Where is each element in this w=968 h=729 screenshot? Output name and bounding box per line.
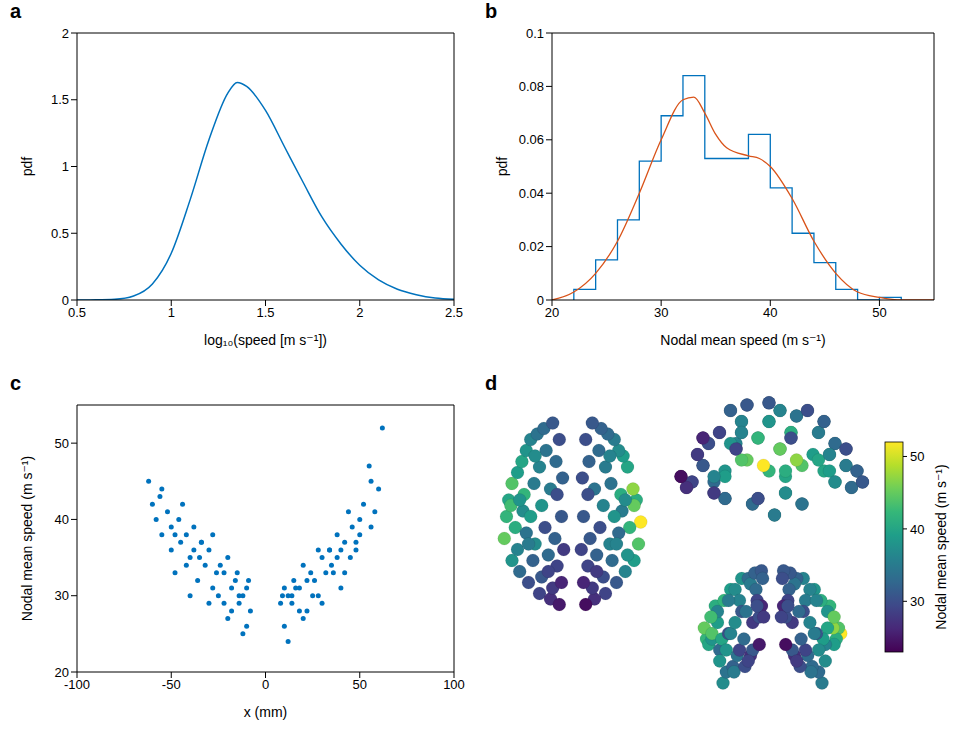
svg-text:-50: -50: [162, 677, 181, 692]
svg-text:50: 50: [55, 436, 69, 451]
svg-text:40: 40: [55, 512, 69, 527]
svg-text:30: 30: [654, 305, 668, 320]
html-text:a: a: [10, 0, 22, 22]
svg-text:2: 2: [62, 26, 69, 41]
svg-text:1: 1: [62, 159, 69, 174]
svg-text:40: 40: [910, 522, 924, 537]
svg-text:0.04: 0.04: [519, 186, 544, 201]
svg-text:0: 0: [62, 293, 69, 308]
svg-text:x (mm): x (mm): [244, 704, 288, 720]
svg-text:0.5: 0.5: [68, 305, 86, 320]
svg-text:30: 30: [910, 594, 924, 609]
svg-text:1.5: 1.5: [51, 92, 69, 107]
html-text:c: c: [10, 372, 22, 394]
html-text:b: b: [485, 0, 498, 22]
svg-text:40: 40: [763, 305, 777, 320]
svg-text:0: 0: [262, 677, 269, 692]
svg-text:50: 50: [872, 305, 886, 320]
svg-text:50: 50: [910, 449, 924, 464]
svg-text:Nodal mean speed (m s⁻¹): Nodal mean speed (m s⁻¹): [933, 464, 949, 629]
svg-text:Nodal mean speed (m s⁻¹): Nodal mean speed (m s⁻¹): [19, 456, 35, 621]
svg-text:pdf: pdf: [494, 157, 510, 177]
svg-text:-100: -100: [64, 677, 90, 693]
svg-text:100: 100: [443, 677, 465, 692]
svg-text:2.5: 2.5: [445, 305, 463, 320]
svg-text:1: 1: [168, 305, 175, 320]
svg-text:0.08: 0.08: [519, 79, 544, 94]
svg-text:50: 50: [353, 677, 367, 692]
svg-text:30: 30: [55, 588, 69, 603]
svg-text:2: 2: [356, 305, 363, 320]
svg-text:0: 0: [537, 293, 544, 308]
svg-text:pdf: pdf: [19, 157, 35, 177]
svg-text:0.5: 0.5: [51, 226, 69, 241]
svg-text:0.1: 0.1: [526, 26, 544, 41]
svg-text:Nodal mean speed (m s⁻¹): Nodal mean speed (m s⁻¹): [660, 332, 825, 348]
svg-text:20: 20: [545, 305, 559, 320]
svg-text:20: 20: [55, 665, 69, 680]
html-text:d: d: [485, 372, 498, 394]
svg-text:log₁₀(speed [m s⁻¹]): log₁₀(speed [m s⁻¹]): [204, 332, 327, 348]
svg-text:1.5: 1.5: [256, 305, 274, 320]
svg-text:0.06: 0.06: [519, 132, 544, 147]
svg-text:0.02: 0.02: [519, 239, 544, 254]
